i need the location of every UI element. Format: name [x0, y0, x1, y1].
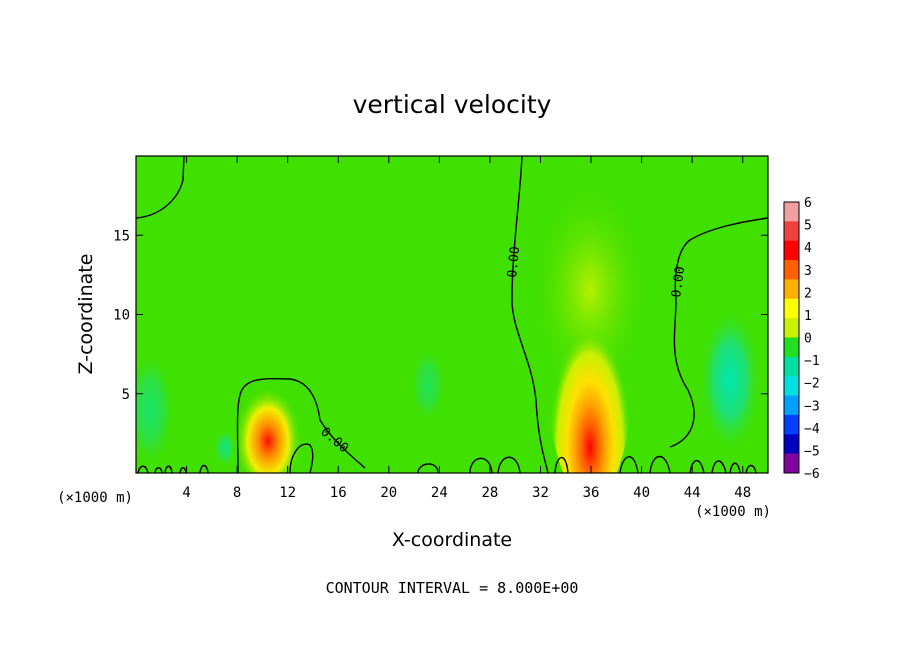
colorbar-swatch — [784, 318, 799, 338]
y-axis-label: Z-coordinate — [75, 254, 97, 375]
x-tick-label: 4 — [182, 485, 190, 501]
x-tick-label: 48 — [734, 485, 751, 501]
contour-small-4 — [497, 456, 521, 473]
contour-updraft-10km — [236, 377, 366, 473]
x-tick-label: 16 — [330, 485, 347, 501]
colorbar-label: 5 — [804, 219, 812, 234]
colorbar-label: −4 — [804, 422, 820, 437]
colorbar-label: 4 — [804, 241, 812, 256]
field-background — [136, 156, 768, 473]
colorbar-frame — [783, 201, 800, 474]
colorbar-swatch — [784, 453, 799, 474]
contour-right — [669, 217, 768, 448]
zero-contours — [136, 156, 768, 473]
colorbar-label: −6 — [804, 467, 820, 482]
heatmap-field — [136, 156, 768, 473]
x-tick-label: 12 — [279, 485, 296, 501]
contour-small-10 — [729, 462, 741, 473]
colorbar-swatch — [784, 298, 799, 319]
colorbar-swatch — [784, 395, 799, 416]
colorbar-swatch — [784, 240, 799, 261]
colorbar-swatch — [784, 376, 799, 397]
chart-title: vertical velocity — [353, 90, 552, 119]
colorbar-label: −1 — [804, 354, 820, 369]
updraft-core-36km — [548, 260, 632, 473]
contour-small-1 — [289, 443, 314, 473]
colorbar-label: 1 — [804, 309, 812, 324]
x-tick-label: 20 — [380, 485, 397, 501]
colorbar-swatch — [784, 202, 799, 222]
contour-small-9 — [711, 460, 727, 473]
colorbar-swatch — [784, 434, 799, 455]
x-unit-left: (×1000 m) — [57, 490, 133, 506]
colorbar-swatch — [784, 279, 799, 300]
x-tick-label: 44 — [684, 485, 701, 501]
contour-small-8 — [689, 459, 705, 473]
contour-small-11 — [745, 464, 757, 473]
colorbar-label: −5 — [804, 444, 820, 459]
x-tick-label: 32 — [532, 485, 549, 501]
colorbar-swatch — [784, 356, 799, 377]
y-axis-ticks: 5 10 15 — [113, 228, 768, 403]
y-tick-label: 15 — [113, 228, 130, 244]
colorbar-label: −2 — [804, 377, 820, 392]
contour-small-16 — [199, 464, 209, 473]
contour-top-left — [136, 156, 185, 219]
x-tick-label: 24 — [431, 485, 448, 501]
x-unit-right: (×1000 m) — [695, 504, 771, 520]
colorbar: 6 5 4 3 2 1 0 −1 −2 −3 −4 −5 −6 — [783, 196, 820, 482]
colorbar-swatch — [784, 221, 799, 242]
colorbar-swatch — [784, 337, 799, 358]
x-axis-ticks: 4 8 12 16 20 24 28 32 36 40 44 48 — [182, 156, 751, 501]
y-tick-label: 10 — [113, 308, 130, 324]
downdraft-7km — [213, 428, 237, 468]
colorbar-label: 3 — [804, 264, 812, 279]
downdraft-24km — [410, 345, 446, 425]
downdraft-46km — [698, 305, 762, 455]
contour-small-15 — [179, 467, 187, 473]
x-tick-label: 8 — [233, 485, 241, 501]
colorbar-label: −3 — [804, 399, 820, 414]
colorbar-label: 2 — [804, 286, 812, 301]
x-tick-label: 28 — [481, 485, 498, 501]
x-tick-label: 40 — [633, 485, 650, 501]
colorbar-label: 0 — [804, 332, 812, 347]
x-tick-label: 36 — [583, 485, 600, 501]
colorbar-swatch — [784, 260, 799, 280]
x-axis-label: X-coordinate — [392, 529, 512, 551]
contour-small-7 — [649, 455, 671, 473]
contour-small-6 — [619, 456, 639, 473]
contour-interval-footer: CONTOUR INTERVAL = 8.000E+00 — [326, 579, 579, 597]
contour-small-5 — [554, 456, 569, 473]
downdraft-left — [136, 350, 176, 470]
y-tick-label: 5 — [122, 387, 130, 403]
contour-mid — [511, 156, 549, 473]
contour-small-14 — [164, 465, 173, 473]
contour-small-2 — [417, 463, 439, 473]
colorbar-swatch — [784, 414, 799, 435]
colorbar-label: 6 — [804, 196, 812, 211]
contour-label-1: 0.00 — [505, 246, 523, 279]
updraft-core-10km — [234, 375, 302, 473]
contour-small-12 — [137, 465, 149, 473]
contour-small-3 — [469, 457, 493, 473]
contour-small-13 — [154, 467, 163, 473]
contour-label-2: 0.00 — [669, 265, 688, 298]
